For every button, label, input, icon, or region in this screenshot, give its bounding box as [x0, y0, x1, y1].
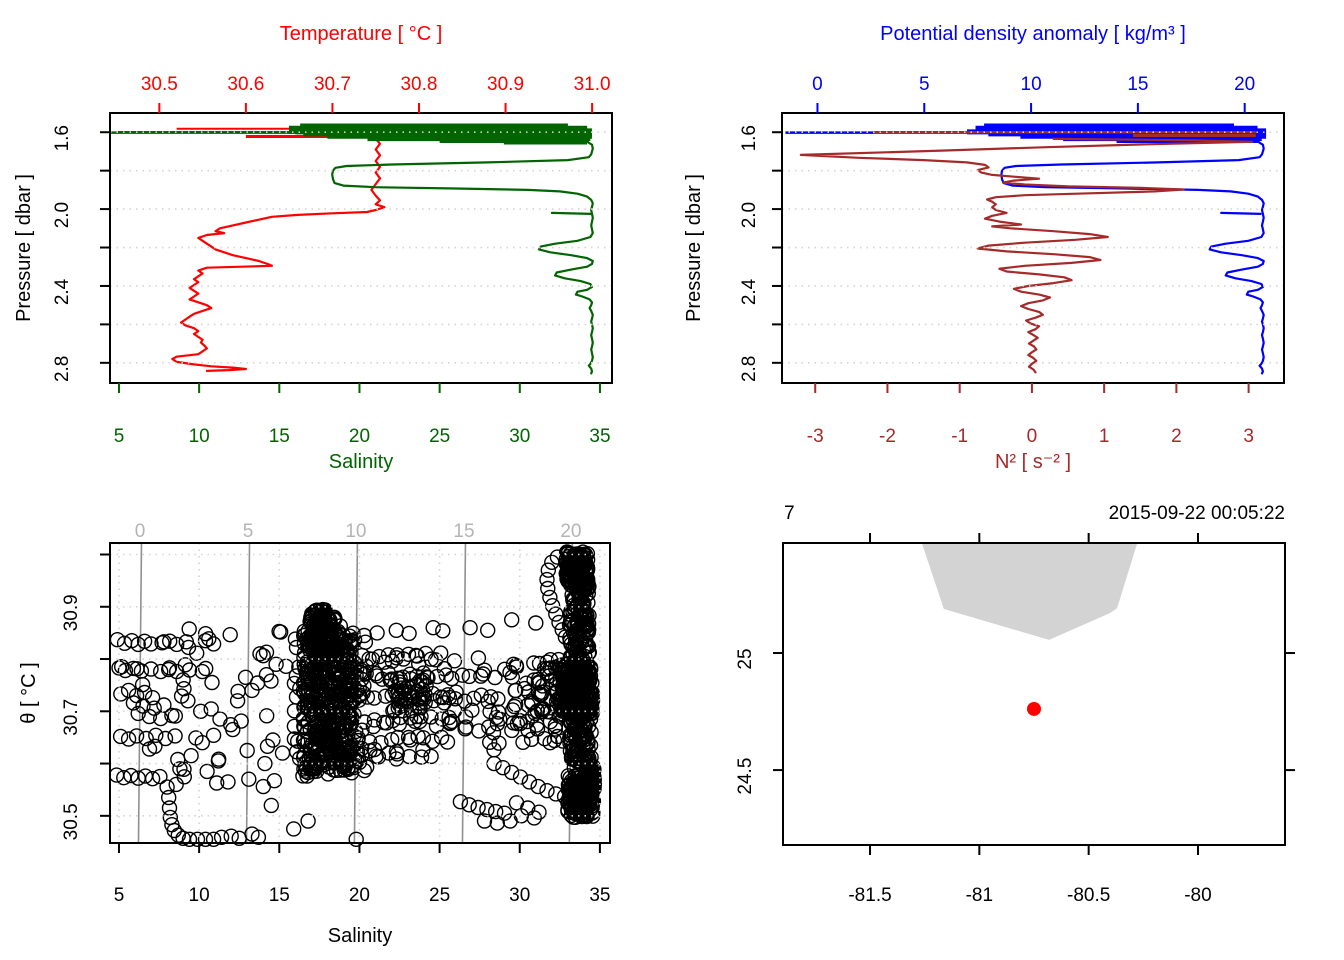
bottom-axis-tick-label: 20: [349, 885, 370, 906]
top-axis-tick-label: 30.5: [141, 74, 178, 95]
bottom-axis-tick-label: 3: [1243, 426, 1254, 447]
bottom-axis-tick-label: 5: [114, 885, 125, 906]
series-n-squared: [799, 130, 1256, 374]
n-squared-profile-line: [799, 137, 1254, 374]
bottom-axis-title: Salinity: [329, 451, 393, 473]
isopycnal-label: 0: [135, 521, 146, 542]
left-axis-tick-label: 24.5: [735, 758, 756, 795]
bottom-axis-tick-label: 2: [1171, 426, 1182, 447]
bottom-axis-tick-label: 35: [589, 885, 610, 906]
plot-border: [782, 542, 1286, 846]
land-polygon: [922, 543, 1137, 640]
bottom-axis-tick-label: 0: [1027, 426, 1038, 447]
top-axis-tick-label: 5: [919, 74, 930, 95]
bottom-axis-tick-label: -80.5: [1067, 885, 1110, 906]
station-number-label: 7: [784, 503, 795, 524]
bottom-axis-tick-label: 25: [429, 426, 450, 447]
top-axis-tick-label: 15: [1127, 74, 1148, 95]
panel-station-map: -81.5 -81 -80.5 -80 25 24.5 7 2015-09-22 00:05:…: [735, 503, 1295, 906]
left-axis-tick-label: 2.4: [739, 278, 760, 305]
bottom-axis-tick-label: 5: [114, 426, 125, 447]
top-axis-tick-label: 30.9: [487, 74, 524, 95]
bottom-axis-tick-label: 15: [269, 885, 290, 906]
series-salinity: [110, 123, 594, 375]
isopycnal-contour: [245, 542, 251, 844]
salinity-profile-line: [331, 141, 594, 375]
left-axis-title: Pressure [ dbar ]: [13, 174, 35, 322]
left-axis-tick-label: 2.8: [739, 356, 760, 382]
top-axis-tick-label: 20: [1234, 74, 1255, 95]
bottom-axis-title: N² [ s⁻² ]: [995, 451, 1071, 473]
bottom-axis-title: Salinity: [328, 925, 392, 947]
isopycnal-label: 20: [560, 521, 581, 542]
left-axis-tick-label: 30.7: [61, 699, 82, 736]
bottom-axis-tick-label: 30: [509, 885, 530, 906]
panel-density-n2-profile: 0 5 10 15 20 -3 -2 -1 0 1 2 3 1.6 2.0 2.4 2.8 Potential …: [683, 23, 1285, 473]
left-axis-tick-label: 30.9: [61, 594, 82, 631]
bottom-axis-tick-label: -81: [966, 885, 993, 906]
temperature-profile-line: [171, 137, 386, 372]
left-axis-title: θ [ °C ]: [18, 662, 40, 723]
left-axis-tick-label: 2.0: [52, 202, 73, 228]
top-axis-tick-label: 0: [812, 74, 823, 95]
isopycnal-contour: [461, 542, 467, 844]
bottom-axis-tick-label: 1: [1099, 426, 1110, 447]
series-potential-density-anomaly: [785, 123, 1267, 375]
bottom-axis-tick-label: -2: [879, 426, 896, 447]
salinity-spur: [550, 211, 593, 215]
bottom-axis-tick-label: 30: [509, 426, 530, 447]
bottom-axis-tick-label: 10: [189, 426, 210, 447]
isopycnal-contour: [137, 542, 143, 844]
top-axis-tick-label: 30.8: [400, 74, 437, 95]
left-axis-tick-label: 1.6: [739, 125, 760, 151]
left-axis-title: Pressure [ dbar ]: [683, 174, 705, 322]
isopycnal-label: 15: [453, 521, 474, 542]
left-axis-tick-label: 30.5: [61, 803, 82, 840]
top-axis-tick-label: 30.7: [314, 74, 351, 95]
top-axis-tick-label: 30.6: [227, 74, 264, 95]
bottom-axis-tick-label: 35: [589, 426, 610, 447]
left-axis-tick-label: 2.4: [52, 278, 73, 305]
top-axis-title: Temperature [ °C ]: [280, 23, 443, 45]
station-datetime-label: 2015-09-22 00:05:22: [1109, 503, 1285, 524]
top-axis-title: Potential density anomaly [ kg/m³ ]: [880, 23, 1186, 45]
potential-density-anomaly-spur: [1220, 211, 1262, 215]
bottom-axis-tick-label: 25: [429, 885, 450, 906]
left-axis-tick-label: 2.8: [52, 356, 73, 382]
top-axis-tick-label: 10: [1021, 74, 1042, 95]
isopycnal-label: 5: [243, 521, 254, 542]
bottom-axis-tick-label: 20: [349, 426, 370, 447]
bottom-axis-tick-label: -80: [1184, 885, 1211, 906]
ts-scatter-points: [108, 544, 602, 847]
panel-temperature-salinity-profile: 30.5 30.6 30.7 30.8 30.9 31.0 5 10 15 20 25 30 35 1.6…: [13, 23, 613, 473]
isopycnal-label: 10: [345, 521, 366, 542]
bottom-axis-tick-label: -3: [807, 426, 824, 447]
left-axis-tick-label: 25: [735, 648, 756, 669]
plot-border: [109, 112, 613, 384]
left-axis-tick-label: 2.0: [739, 202, 760, 228]
station-location-dot: [1027, 701, 1041, 716]
bottom-axis-tick-label: -1: [951, 426, 968, 447]
bottom-axis-tick-label: 10: [189, 885, 210, 906]
panel-ts-diagram: 0 5 10 15 20 5 10 15 20 25 30 35 30.5 30.7 30.9 Salinit…: [18, 521, 611, 947]
potential-density-anomaly-profile-line: [1000, 141, 1265, 375]
bottom-axis-tick-label: 15: [269, 426, 290, 447]
top-axis-tick-label: 31.0: [574, 74, 611, 95]
left-axis-tick-label: 1.6: [52, 125, 73, 151]
bottom-axis-tick-label: -81.5: [848, 885, 891, 906]
